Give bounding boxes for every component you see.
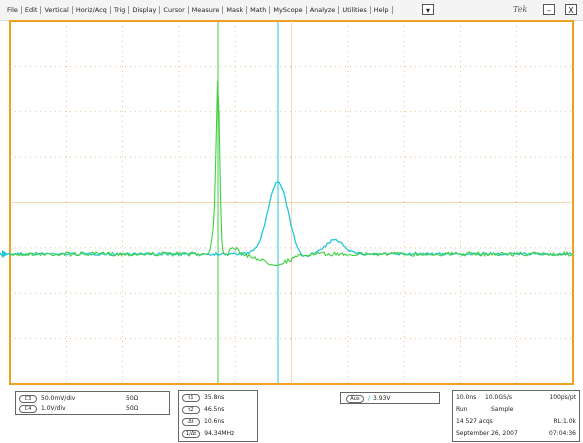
menu-item[interactable]: Display <box>129 6 161 14</box>
cursor-badge: Δt <box>182 417 200 426</box>
cursor-badge: 1/Δt <box>182 429 201 438</box>
logo: Tek <box>513 5 528 14</box>
channel-row: C3 50.0mV/div <box>19 394 75 403</box>
cursor-box[interactable]: t1 35.8ns t2 46.5ns Δt 10.6ns 1/Δt 94.34MHz <box>178 390 258 442</box>
menu-item[interactable]: Mask <box>223 6 248 14</box>
trigger-row: Aux /3.93V <box>346 394 391 403</box>
menu-item[interactable]: Trig <box>111 6 130 14</box>
channel-badge: C4 <box>19 404 37 413</box>
channel-scale: 50.0mV/div <box>41 395 76 402</box>
cursor-value: 46.5ns <box>204 406 225 413</box>
menu-item[interactable]: Horiz/Acq <box>73 6 111 14</box>
close-button[interactable]: X <box>565 4 577 15</box>
resolution: 100ps/pt <box>549 394 576 401</box>
status-panel: C3 50.0mV/div 50Ω C4 1.0V/div 50Ω t1 35.8ns… <box>0 385 583 443</box>
menu-item[interactable]: MyScope <box>270 6 307 14</box>
grid <box>10 21 573 384</box>
cursor-row: t2 46.5ns <box>182 405 224 414</box>
cursor-value: 10.6ns <box>204 418 225 425</box>
menu-item[interactable]: Edit <box>22 6 42 14</box>
trigger-level: 3.93V <box>373 395 391 402</box>
cursor-row: 1/Δt 94.34MHz <box>182 429 234 438</box>
trigger-source: Aux <box>346 394 364 403</box>
cursor-row: Δt 10.6ns <box>182 417 224 426</box>
minimize-button[interactable]: – <box>543 4 555 15</box>
channel-scale: 1.0V/div <box>41 405 66 412</box>
menu-item[interactable]: Cursor <box>160 6 189 14</box>
menu-item[interactable]: Math <box>247 6 271 14</box>
channel-badge: C3 <box>19 394 37 403</box>
cursor-value: 35.8ns <box>204 394 225 401</box>
menu-item[interactable]: Measure <box>189 6 224 14</box>
channel-box[interactable]: C3 50.0mV/div 50Ω C4 1.0V/div 50Ω <box>15 391 170 415</box>
channel-impedance: 50Ω <box>126 395 139 402</box>
cursor-badge: t1 <box>182 393 200 402</box>
channel-marker <box>2 250 8 258</box>
graticule <box>0 20 574 385</box>
menu-bar: File Edit Vertical Horiz/Acq Trig Display Curs… <box>0 0 583 21</box>
timebase: 10.0ns <box>456 394 477 401</box>
menu-item[interactable]: Help <box>371 6 393 14</box>
sample-rate: 10.0GS/s <box>485 394 512 401</box>
date: September 26, 2007 <box>456 430 518 437</box>
trigger-slope: / <box>368 395 371 402</box>
cursor-row: t1 35.8ns <box>182 393 224 402</box>
dropdown-button[interactable]: ▾ <box>422 4 434 15</box>
menu-item[interactable]: Utilities <box>339 6 371 14</box>
menu-item[interactable]: File <box>4 6 22 14</box>
cursor-badge: t2 <box>182 405 200 414</box>
channel-impedance: 50Ω <box>126 405 139 412</box>
record-length: RL:1.0k <box>553 418 576 425</box>
acquisition-box[interactable]: 10.0ns 10.0GS/s 100ps/pt Run Sample 14 5… <box>452 390 580 442</box>
menu-item[interactable]: Vertical <box>41 6 73 14</box>
menu-list: File Edit Vertical Horiz/Acq Trig Display Curs… <box>4 6 393 14</box>
trigger-box[interactable]: Aux /3.93V <box>340 392 440 404</box>
waveform-c4 <box>10 81 574 267</box>
run-state: Run <box>456 406 468 413</box>
menu-item[interactable]: Analyze <box>307 6 340 14</box>
time: 07:04:36 <box>549 430 576 437</box>
acq-mode: Sample <box>491 406 514 413</box>
acq-count: 14 527 acqs <box>456 418 493 425</box>
cursor-value: 94.34MHz <box>204 430 235 437</box>
channel-row: C4 1.0V/div <box>19 404 66 413</box>
